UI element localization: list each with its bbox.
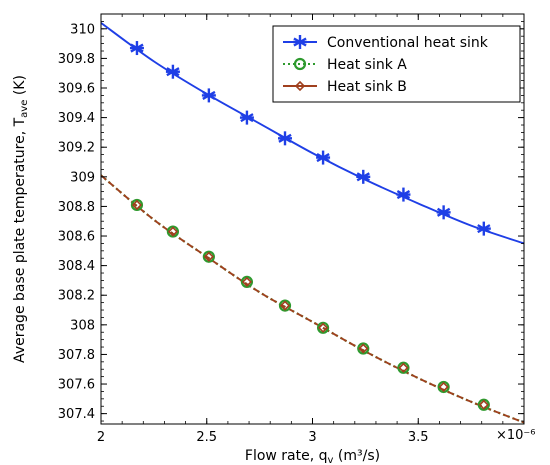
data-point <box>203 251 214 262</box>
data-point <box>165 64 180 79</box>
y-tick-label: 309 <box>70 170 95 185</box>
y-tick-label: 308.2 <box>58 289 95 304</box>
x-axis-label-units: (m³/s) <box>333 448 380 464</box>
y-axis-label: Average base plate temperature, Tave (K) <box>12 75 30 363</box>
data-point <box>201 88 216 103</box>
data-point <box>396 187 411 202</box>
y-tick-label: 308 <box>70 318 95 333</box>
x-tick-label: 2 <box>97 430 105 445</box>
data-point <box>398 362 409 373</box>
y-tick-label: 309.2 <box>58 141 95 156</box>
legend-label: Heat sink A <box>327 57 407 73</box>
x-tick-label: 2.5 <box>196 430 217 445</box>
legend-marker <box>293 35 307 49</box>
data-point <box>279 300 291 311</box>
series-line <box>100 22 525 245</box>
x-axis-ticks: 2 2.5 3 3.5 <box>97 14 525 445</box>
x-tick-label: 3.5 <box>408 430 429 445</box>
y-axis-label-main: Average base plate temperature, T <box>12 117 28 363</box>
x-axis-label-main: Flow rate, q <box>245 448 328 464</box>
data-point <box>316 150 331 165</box>
legend-marker <box>293 57 307 71</box>
x-axis-exponent-label: ×10⁻⁶ <box>496 428 536 443</box>
y-axis-ticks: 307.4 307.6 307.8 308 308.2 308.4 308.6 308.8 30… <box>58 21 524 422</box>
y-tick-label: 309.6 <box>58 82 95 97</box>
series-line <box>100 174 525 424</box>
y-tick-label: 308.6 <box>58 230 95 245</box>
plot-lines <box>100 22 525 424</box>
data-point <box>438 381 449 393</box>
data-point <box>436 205 451 220</box>
data-point <box>131 199 143 211</box>
y-tick-label: 307.6 <box>58 378 95 393</box>
data-point <box>317 322 329 333</box>
legend-label: Conventional heat sink <box>327 35 489 51</box>
series-markers-2 <box>130 198 490 411</box>
series-markers-3 <box>131 199 489 410</box>
legend-label: Heat sink B <box>327 79 407 95</box>
data-point <box>278 131 293 146</box>
x-axis-label-subscript: v <box>328 455 334 465</box>
y-tick-label: 307.4 <box>58 407 95 422</box>
data-point <box>239 110 254 125</box>
series-line <box>100 174 525 424</box>
y-tick-label: 309.8 <box>58 52 95 67</box>
data-point <box>476 221 491 236</box>
y-axis-label-subscript: ave <box>19 100 30 118</box>
x-axis-label: Flow rate, qv (m³/s) <box>245 448 380 465</box>
data-point <box>129 41 144 56</box>
y-tick-label: 309.4 <box>58 111 95 126</box>
legend: Conventional heat sink Heat sink A Heat si… <box>272 25 521 103</box>
legend-marker <box>294 80 306 92</box>
data-point <box>241 276 253 288</box>
series-1 <box>100 22 525 245</box>
data-point <box>358 343 369 354</box>
y-tick-label: 308.8 <box>58 200 95 215</box>
y-tick-label: 308.4 <box>58 259 95 274</box>
data-point <box>478 399 489 410</box>
series-2 <box>100 174 525 424</box>
data-point <box>356 169 371 184</box>
series-3 <box>100 174 525 424</box>
series-markers-1 <box>129 41 491 236</box>
data-point <box>167 226 179 237</box>
x-tick-label: 3 <box>308 430 316 445</box>
y-tick-label: 307.8 <box>58 348 95 363</box>
y-tick-label: 310 <box>70 22 95 37</box>
y-axis-label-units: (K) <box>12 75 28 100</box>
